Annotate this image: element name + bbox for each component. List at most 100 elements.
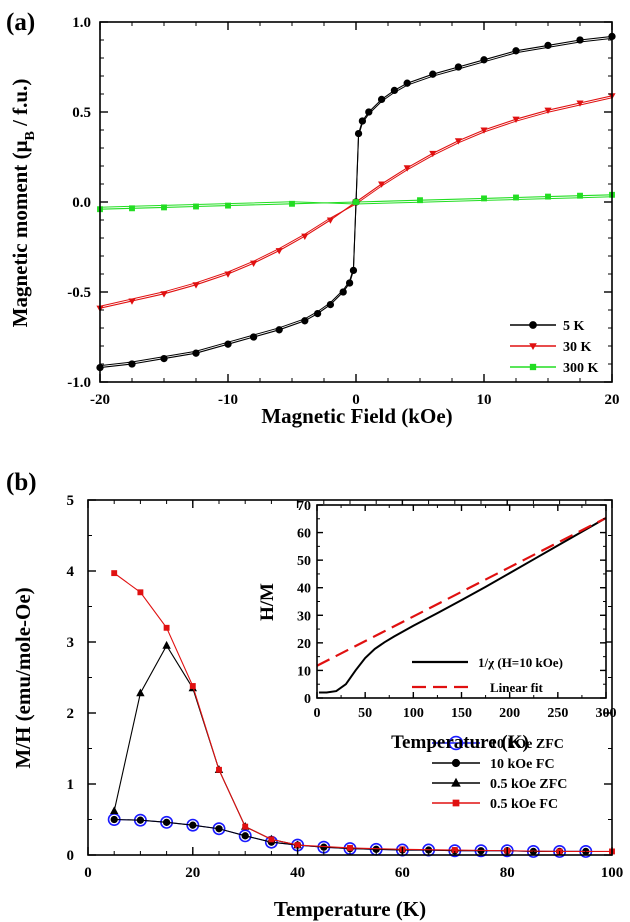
data-point-circle [110,815,118,824]
data-point-triangle-down [192,282,200,289]
y-tick-label: -1.0 [67,375,91,391]
legend-label-b: 0.5 kOe FC [490,797,558,812]
data-point-square [417,197,423,204]
data-point-circle [365,108,373,116]
legend-label-a: 5 K [563,319,585,334]
data-point-triangle-down [512,116,520,123]
data-point-triangle-down [301,233,309,240]
legend-marker-triangle [451,777,461,787]
y-tick-label: 1 [67,777,75,793]
data-point-circle [480,56,488,64]
data-point-triangle-down [378,181,386,188]
legend-label-b: 10 kOe FC [490,757,555,772]
data-point-circle [192,349,200,357]
y-tick-label: 40 [297,582,311,597]
data-point-square [289,200,295,207]
inset-legend-label: Linear fit [490,680,544,695]
data-point-triangle-down [544,107,552,114]
y-tick-label: 70 [297,499,311,514]
y-tick-label: 50 [297,554,311,569]
data-point-square [129,205,135,212]
data-point-circle [301,317,309,325]
data-point-open-circle [238,829,252,843]
data-point-circle [241,832,249,840]
data-point-square [189,683,196,689]
data-point-circle [454,63,463,71]
x-tick-label: 20 [185,865,200,881]
data-point-triangle-down [480,127,488,134]
y-axis-label-a: Magnetic moment (μB / f.u.) [8,79,38,328]
data-point-square [163,624,170,631]
y-axis-label-tail: / f.u.) [8,79,32,132]
legend-marker-open-circle [448,735,464,751]
data-point-square [451,847,458,853]
y-tick-label: 5 [67,493,75,509]
y-axis-label-sub: B [23,131,38,140]
x-axis-label-a: Magnetic Field (kOe) [261,404,452,428]
legend-marker-circle [451,758,461,768]
data-point-circle [136,816,145,824]
x-axis-label-b: Temperature (K) [274,897,426,921]
data-point-circle [349,266,358,275]
x-tick-label: -20 [90,392,110,408]
series-line-linear-fit [317,516,606,667]
data-point-square [545,193,551,200]
x-tick-label: 20 [605,392,620,408]
data-point-circle [313,309,322,318]
data-point-triangle-down [128,298,136,305]
data-point-circle [160,354,168,363]
data-point-triangle-down [275,248,283,255]
data-point-circle [354,129,363,138]
data-point-square [353,199,359,205]
x-tick-label: 100 [601,865,624,881]
legend-label-a: 30 K [563,340,592,355]
data-point-circle [326,300,335,309]
y-tick-label: 30 [297,609,311,624]
data-point-square [242,823,249,830]
legend-label-a: 300 K [563,361,599,376]
data-point-circle [320,843,328,851]
y-tick-label: 0.5 [72,105,91,121]
data-point-triangle [136,688,145,697]
data-point-circle [339,288,347,296]
series-line-1-h-10-koe- [318,517,606,694]
y-tick-label: 0.0 [72,195,91,211]
legend-label-b: 10 kOe ZFC [490,737,564,752]
data-point-triangle-down [250,260,258,267]
legend-marker-square [529,363,537,371]
data-point-circle [224,340,232,348]
data-point-circle [403,79,411,87]
data-point-circle [377,95,386,104]
data-point-triangle-down [224,271,232,278]
y-tick-label: 10 [297,664,311,679]
y-axis-label-b: M/H (emu/mole-Oe) [11,587,35,768]
legend-marker-circle [529,321,537,329]
data-point-square [225,202,231,209]
data-point-square [481,195,487,202]
data-point-triangle-down [429,150,437,158]
panel-label-a: (a) [6,9,35,36]
data-point-circle [162,818,171,826]
data-point-circle [358,117,367,125]
data-point-circle [215,825,223,833]
data-point-square [294,842,301,848]
data-point-open-circle [212,822,226,836]
y-tick-label: 1.0 [72,15,91,31]
series-line-0-5-koe-fc [113,572,612,853]
data-point-circle [249,333,258,341]
data-point-square [513,194,519,201]
data-point-circle [390,86,399,95]
data-point-circle [544,41,552,50]
x-tick-label: 10 [477,392,492,408]
inset-background [317,505,606,698]
data-point-circle [345,279,354,287]
data-point-circle [512,47,520,55]
data-point-open-circle [186,818,200,832]
data-point-triangle [110,806,119,815]
data-point-square [161,204,167,211]
data-point-triangle-down [576,100,584,107]
y-tick-label: 3 [67,635,75,651]
x-tick-label: 0 [84,865,92,881]
inset-y-axis-label: H/M [257,583,278,621]
